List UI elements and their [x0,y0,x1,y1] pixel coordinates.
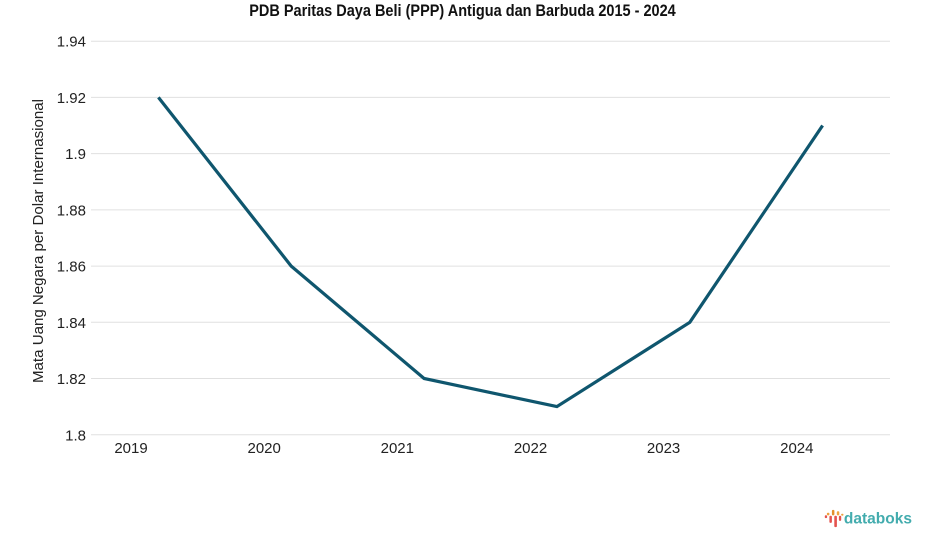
svg-text:2023: 2023 [647,440,680,457]
svg-text:1.9: 1.9 [65,146,86,163]
svg-text:1.82: 1.82 [57,371,86,388]
svg-text:1.8: 1.8 [65,427,86,444]
svg-text:1.94: 1.94 [57,34,86,51]
svg-text:2019: 2019 [114,440,147,457]
svg-text:2021: 2021 [381,440,414,457]
svg-text:1.92: 1.92 [57,90,86,107]
svg-text:2024: 2024 [780,440,813,457]
svg-text:2022: 2022 [514,440,547,457]
svg-text:Mata Uang Negara per Dolar Int: Mata Uang Negara per Dolar Internasional [30,99,47,383]
svg-text:databoks: databoks [844,511,912,528]
svg-text:1.84: 1.84 [57,315,86,332]
svg-text:PDB Paritas Daya Beli (PPP) An: PDB Paritas Daya Beli (PPP) Antigua dan … [249,1,676,20]
svg-text:2020: 2020 [248,440,281,457]
svg-text:1.88: 1.88 [57,202,86,219]
svg-text:1.86: 1.86 [57,259,86,276]
